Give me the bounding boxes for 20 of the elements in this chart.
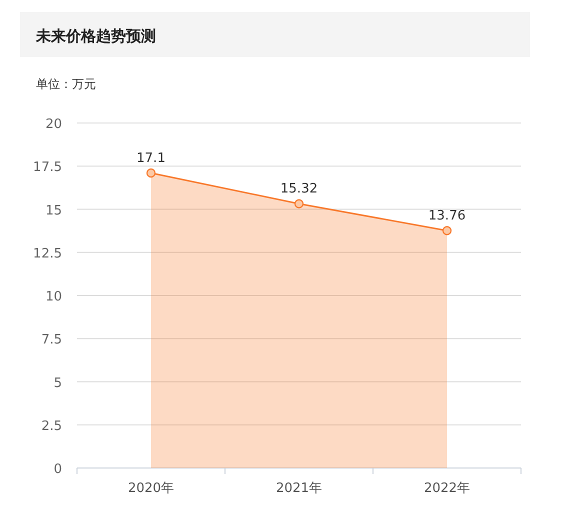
y-tick-label: 10 bbox=[45, 290, 62, 304]
y-tick-label: 7.5 bbox=[41, 332, 62, 348]
y-tick-label: 2.5 bbox=[41, 418, 62, 434]
point bbox=[442, 226, 452, 236]
data-label: 13.76 bbox=[428, 208, 466, 224]
x-tick-label: 2021年 bbox=[276, 481, 322, 496]
y-axis-title: 单位：万元 bbox=[36, 77, 96, 91]
x-tick-label: 2020年 bbox=[128, 481, 174, 496]
point bbox=[146, 168, 156, 178]
data-label: 15.32 bbox=[280, 182, 318, 197]
point bbox=[294, 199, 304, 208]
y-tick-label: 20 bbox=[45, 117, 62, 132]
data-label: 17.1 bbox=[136, 151, 166, 166]
x-tick-label: 2022年 bbox=[424, 481, 470, 496]
y-tick-label: 5 bbox=[54, 376, 62, 391]
y-tick-label: 15 bbox=[45, 203, 62, 218]
chart-title: 未来价格趋势预测 bbox=[35, 27, 156, 45]
y-tick-label: 0 bbox=[54, 462, 62, 477]
y-tick-label: 12.5 bbox=[33, 246, 62, 262]
y-tick-label: 17.5 bbox=[33, 160, 62, 176]
